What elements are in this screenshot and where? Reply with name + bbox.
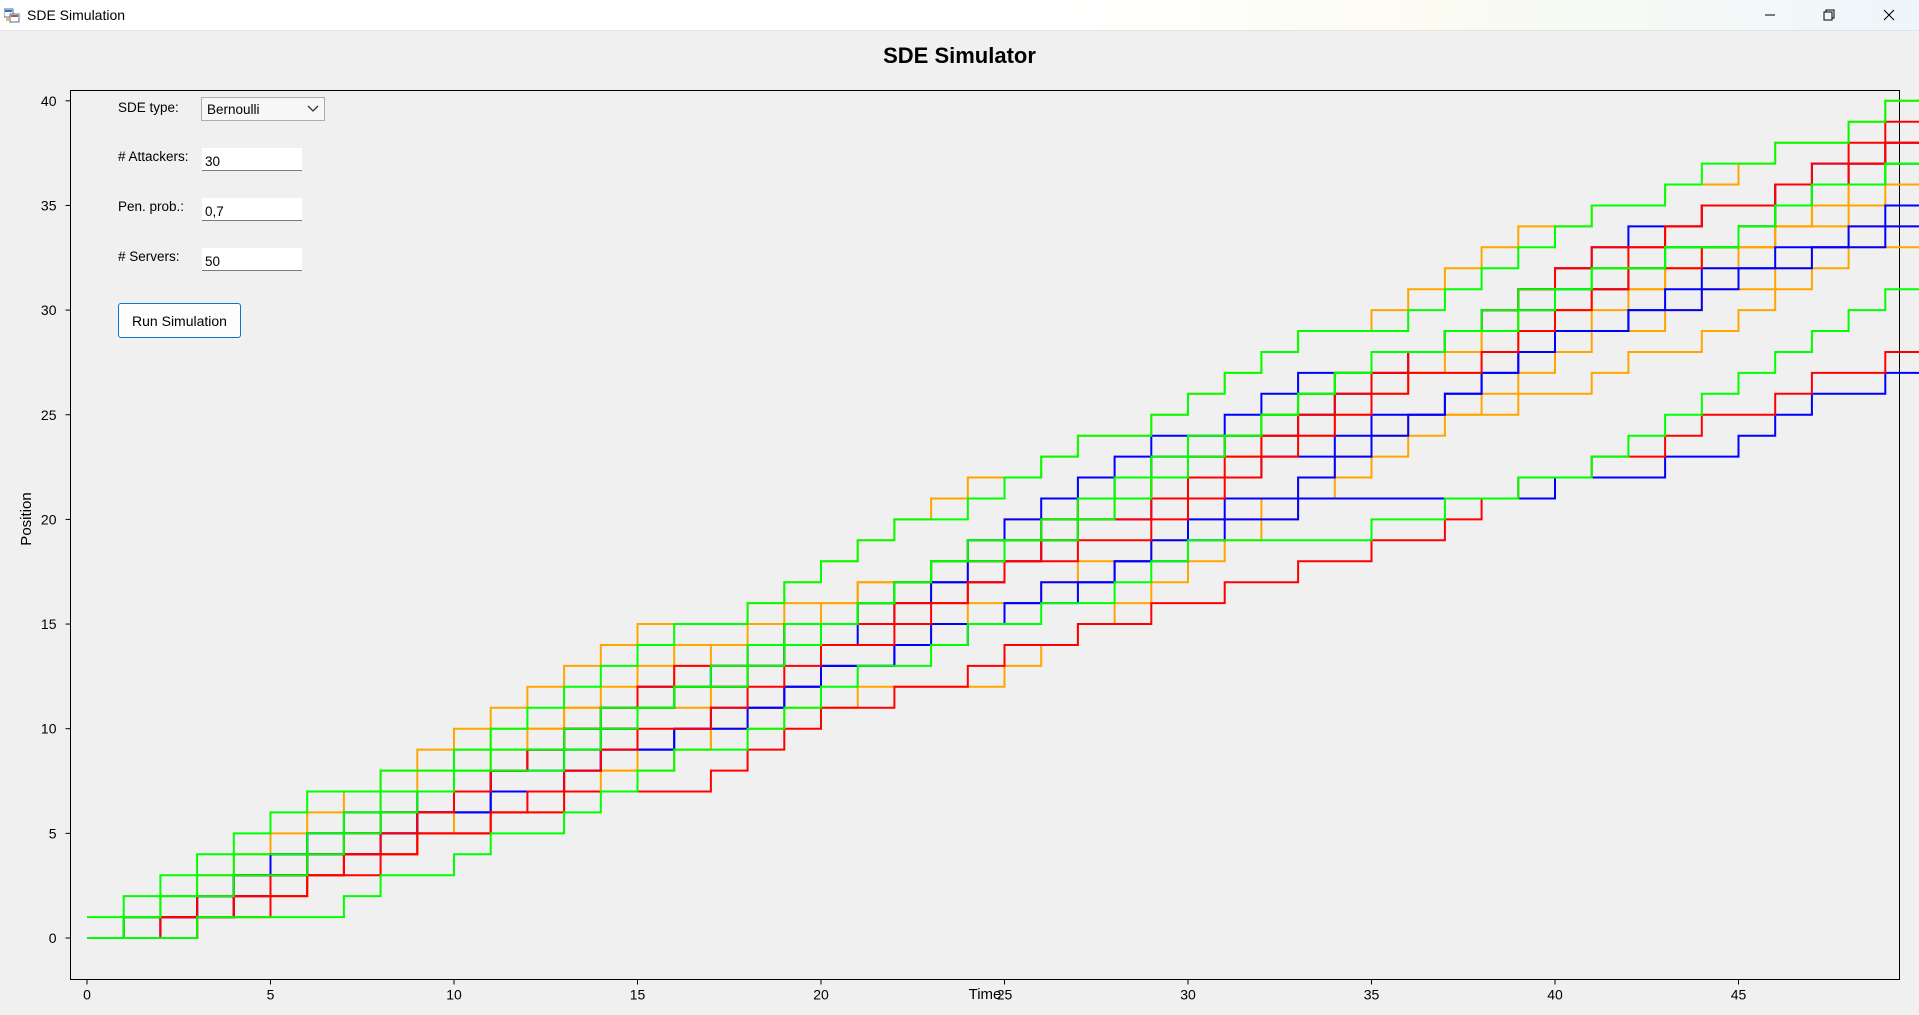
series-line-17 <box>87 162 1919 939</box>
y-tick-label: 35 <box>41 197 57 213</box>
plot-area <box>70 90 1900 980</box>
series-line-19 <box>87 162 1919 939</box>
attackers-input[interactable] <box>202 148 302 171</box>
restore-button[interactable] <box>1801 0 1857 30</box>
close-icon <box>1883 9 1895 21</box>
x-tick-label: 35 <box>1364 987 1380 1003</box>
window-title: SDE Simulation <box>27 7 126 23</box>
run-simulation-button[interactable]: Run Simulation <box>118 303 241 338</box>
y-tick-label: 40 <box>41 93 57 109</box>
x-tick-label: 40 <box>1547 987 1563 1003</box>
pen-prob-input[interactable] <box>202 198 302 221</box>
x-tick-label: 30 <box>1180 987 1196 1003</box>
sde-type-value: Bernoulli <box>207 102 260 117</box>
x-tick-label: 20 <box>813 987 829 1003</box>
x-tick-label: 0 <box>83 987 91 1003</box>
series-line-9 <box>87 204 1919 939</box>
close-button[interactable] <box>1861 0 1917 30</box>
y-axis-label: Position <box>18 492 35 545</box>
attackers-label: # Attackers: <box>118 149 189 164</box>
y-tick-label: 25 <box>41 407 57 423</box>
y-tick-label: 5 <box>49 825 57 841</box>
x-tick-label: 15 <box>630 987 646 1003</box>
servers-label: # Servers: <box>118 249 180 264</box>
series-line-16 <box>87 99 1919 919</box>
series-line-15 <box>87 351 1919 939</box>
x-axis-label: Time <box>969 986 1002 1003</box>
chart-title: SDE Simulator <box>883 43 1036 68</box>
series-line-2 <box>87 162 1919 939</box>
restore-icon <box>1823 9 1835 21</box>
y-tick-label: 30 <box>41 302 57 318</box>
minimize-button[interactable] <box>1742 0 1798 30</box>
series-layer <box>87 99 1919 939</box>
series-line-18 <box>87 288 1919 939</box>
app-icon <box>4 8 20 23</box>
series-line-13 <box>87 120 1919 939</box>
sde-type-label: SDE type: <box>118 100 179 115</box>
sde-type-dropdown[interactable]: Bernoulli <box>201 97 325 121</box>
x-tick-label: 10 <box>446 987 462 1003</box>
x-tick-label: 5 <box>267 987 275 1003</box>
x-tick-label: 25 <box>997 987 1013 1003</box>
y-tick-label: 20 <box>41 511 57 527</box>
pen-prob-label: Pen. prob.: <box>118 199 185 214</box>
title-bar: SDE Simulation <box>0 0 1919 31</box>
series-line-8 <box>87 162 1919 939</box>
servers-input[interactable] <box>202 248 302 271</box>
y-tick-label: 10 <box>41 721 57 737</box>
x-tick-label: 45 <box>1731 987 1747 1003</box>
series-line-11 <box>87 371 1919 939</box>
axes-layer: 0 5 10 15 20 25 30 35 40 45 0 5 10 15 20 25 30 35 40 <box>41 93 1747 1003</box>
y-tick-label: 0 <box>49 930 57 946</box>
minimize-icon <box>1765 14 1775 16</box>
chevron-down-icon <box>307 105 319 112</box>
series-line-1 <box>87 162 1919 939</box>
y-tick-label: 15 <box>41 616 57 632</box>
